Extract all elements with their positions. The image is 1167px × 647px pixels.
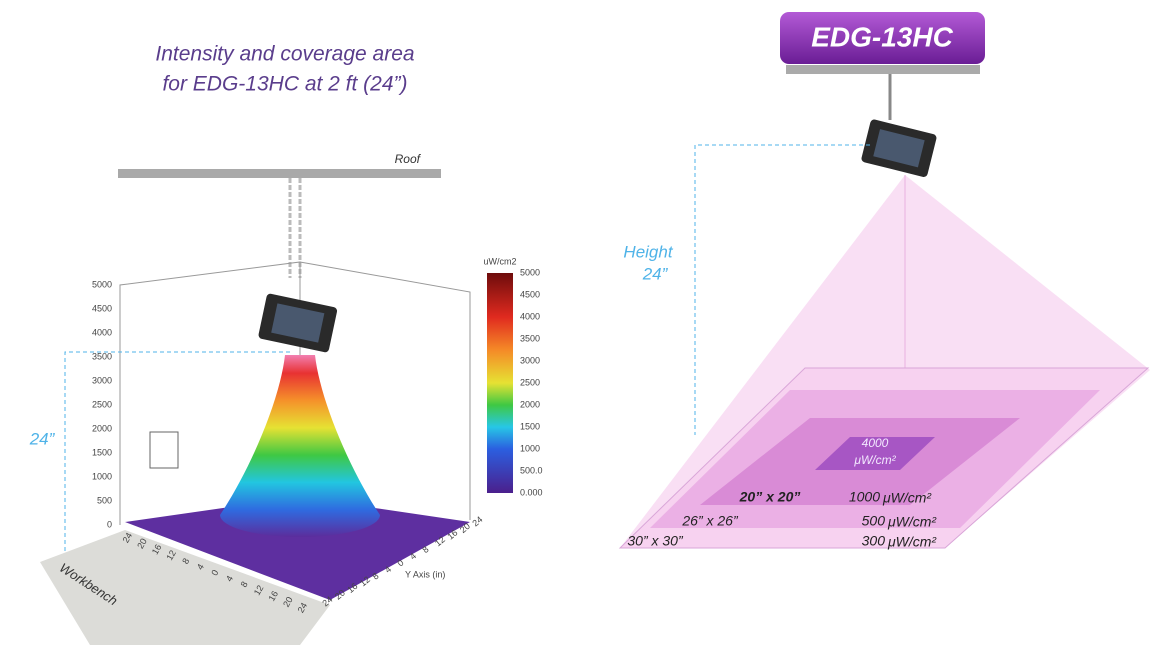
x-tick-label: 8 [239, 580, 250, 589]
z-tick-label: 2500 [92, 399, 112, 409]
title-line: for EDG-13HC at 2 ft (24”) [162, 73, 407, 96]
colorbar-tick-label: 5000 [520, 267, 540, 277]
floor [125, 497, 470, 600]
intensity-cone [220, 355, 380, 537]
ceiling [786, 65, 980, 74]
x-tick-label: 24 [296, 601, 310, 615]
height-label: 24” [642, 264, 669, 283]
x-tick-label: 16 [150, 543, 164, 557]
x-tick-label: 8 [180, 556, 191, 565]
x-tick-label: 12 [164, 548, 178, 562]
y-tick-label: 8 [370, 571, 380, 582]
z-tick-label: 500 [97, 495, 112, 505]
y-tick-label: 24 [470, 514, 484, 528]
colorbar-tick-label: 4000 [520, 311, 540, 321]
center-unit: μW/cm² [853, 453, 896, 467]
x-tick-label: 24 [121, 531, 135, 545]
z-tick-label: 1500 [92, 447, 112, 457]
z-tick-label: 4500 [92, 303, 112, 313]
zone-size: 20” x 20” [739, 489, 801, 505]
y-tick-label: 24 [320, 594, 334, 608]
colorbar-tick-label: 1000 [520, 443, 540, 453]
zone-unit: μW/cm² [882, 490, 932, 506]
x-tick-label: 20 [281, 595, 295, 609]
height-label: Height [623, 242, 673, 261]
colorbar-tick-label: 3500 [520, 333, 540, 343]
y-tick-label: 8 [420, 544, 430, 555]
axis-box [299, 261, 471, 520]
lamp-led [271, 303, 325, 343]
x-tick-label: 16 [266, 589, 280, 603]
y-tick-label: 12 [358, 574, 372, 588]
colorbar-tick-label: 3000 [520, 355, 540, 365]
y-tick-label: 16 [445, 528, 459, 542]
height-guide [694, 144, 870, 435]
badge-label: EDG-13HC [811, 21, 953, 52]
y-tick-label: 4 [408, 551, 418, 562]
z-tick-label: 2000 [92, 423, 112, 433]
roof-label: Roof [395, 152, 422, 166]
zone-size: 26” x 26” [681, 513, 739, 529]
y-axis-label: Y Axis (in) [405, 569, 445, 579]
x-tick-label: 4 [224, 574, 235, 583]
colorbar-tick-label: 1500 [520, 421, 540, 431]
colorbar-tick-label: 500.0 [520, 465, 543, 475]
x-tick-label: 4 [195, 562, 206, 571]
lamp [861, 119, 937, 177]
z-tick-label: 5000 [92, 279, 112, 289]
zone-size: 30” x 30” [627, 533, 684, 549]
x-tick-label: 12 [252, 583, 266, 597]
z-tick-label: 3000 [92, 375, 112, 385]
colorbar-tick-label: 2000 [520, 399, 540, 409]
lamp [258, 293, 338, 353]
zone-center [815, 437, 935, 470]
colorbar-tick-label: 4500 [520, 289, 540, 299]
roof [118, 169, 441, 178]
colorbar-tick-label: 0.000 [520, 487, 543, 497]
logo [149, 431, 179, 469]
colorbar [487, 273, 513, 493]
z-tick-label: 1000 [92, 471, 112, 481]
zone-intensity: 500 [862, 513, 886, 529]
badge [780, 12, 985, 64]
y-tick-label: 4 [383, 564, 393, 575]
z-tick-label: 0 [107, 519, 112, 529]
zone-intensity: 1000 [849, 489, 880, 505]
height-label: 24” [29, 429, 56, 448]
center-intensity: 4000 [862, 436, 889, 450]
title-line: Intensity and coverage area [155, 43, 414, 66]
zone-unit: μW/cm² [887, 534, 937, 550]
z-tick-label: 3500 [92, 351, 112, 361]
y-tick-label: 16 [345, 581, 359, 595]
workbench [40, 530, 330, 645]
y-tick-label: 20 [333, 588, 347, 602]
colorbar-tick-label: 2500 [520, 377, 540, 387]
lamp-led [873, 129, 925, 168]
zone-unit: μW/cm² [887, 514, 937, 530]
y-tick-label: 12 [433, 534, 447, 548]
colorbar-unit: uW/cm2 [483, 256, 516, 266]
zone-intensity: 300 [862, 533, 886, 549]
y-tick-label: 20 [458, 521, 472, 535]
x-tick-label: 0 [209, 568, 220, 577]
height-guide [64, 351, 290, 552]
y-tick-label: 0 [395, 557, 405, 568]
z-tick-label: 4000 [92, 327, 112, 337]
x-tick-label: 20 [135, 537, 149, 551]
